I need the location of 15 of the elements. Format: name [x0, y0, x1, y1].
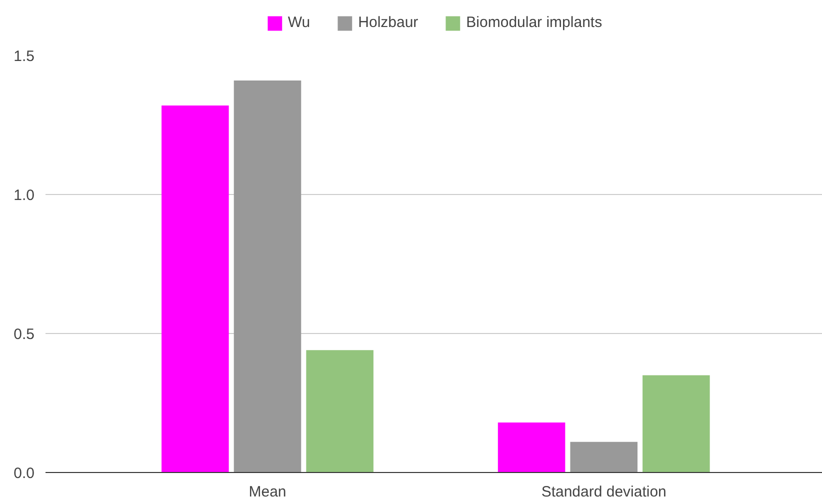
- bar: [498, 422, 566, 472]
- bar: [306, 350, 374, 472]
- x-tick-label: Mean: [248, 484, 286, 500]
- bar: [162, 106, 229, 472]
- bar: [642, 375, 710, 472]
- legend-label: Biomodular implants: [466, 14, 602, 31]
- x-tick-label: Standard deviation: [541, 484, 666, 500]
- y-tick-label: 0.0: [14, 465, 35, 482]
- bar: [234, 80, 302, 472]
- legend-label: Wu: [288, 14, 310, 31]
- y-tick-label: 1.0: [14, 187, 35, 204]
- bar: [570, 442, 638, 472]
- y-tick-label: 1.5: [14, 48, 35, 65]
- legend-label: Holzbaur: [358, 14, 418, 31]
- y-tick-label: 0.5: [14, 326, 35, 343]
